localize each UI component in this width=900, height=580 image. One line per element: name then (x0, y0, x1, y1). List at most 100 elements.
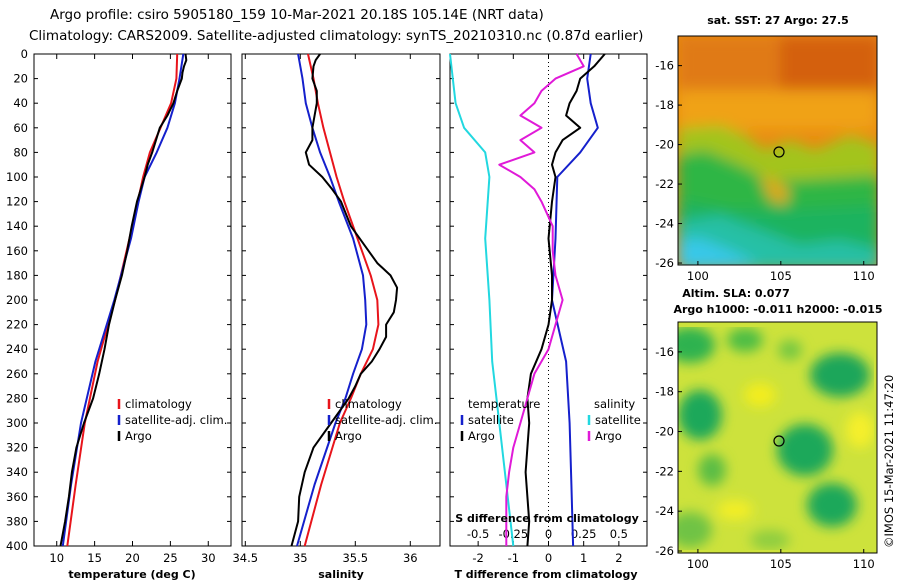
x-tick-label: 20 (125, 551, 140, 565)
salinity-panel: 34.5 35 35.5 36 climatology satellite-adj. cl… (232, 53, 440, 565)
depth-tick-label: 80 (13, 145, 28, 159)
legend-salinity-title: salinity (594, 397, 635, 411)
legend-temperature-title: temperature (468, 397, 540, 411)
map-y-tick-label: -18 (655, 98, 674, 112)
map-y-tick-label: -22 (655, 464, 674, 478)
series-line-argo (524, 53, 606, 547)
sst-map-frame (677, 35, 878, 266)
x-tick-label: 36 (403, 551, 418, 565)
sst-map-title: sat. SST: 27 Argo: 27.5 (707, 14, 849, 27)
figure-title-line1: Argo profile: csiro 5905180_159 10-Mar-2… (50, 7, 544, 23)
depth-tick-label: 320 (6, 441, 28, 455)
s-tick-label: 0.5 (610, 527, 628, 541)
depth-tick-label: 140 (6, 219, 28, 233)
x-tick-label: 30 (201, 551, 216, 565)
map-y-tick-label: -20 (655, 138, 674, 152)
depth-tick-label: 300 (6, 416, 28, 430)
depth-tick-label: 400 (6, 539, 28, 553)
map-x-tick-label: 105 (770, 269, 792, 283)
s-difference-label: S difference from climatology (455, 512, 639, 525)
series-line-argo (59, 53, 188, 547)
map-x-tick-label: 100 (687, 557, 709, 571)
x-tick-label: 0 (545, 551, 552, 565)
sla-argo-marker (773, 435, 785, 447)
x-tick-label: 35.5 (342, 551, 368, 565)
map-y-tick-label: -20 (655, 425, 674, 439)
x-tick-label: -1 (508, 551, 519, 565)
depth-tick-label: 0 (21, 47, 28, 61)
map-y-tick-label: -22 (655, 177, 674, 191)
legend-label: satellite (468, 413, 514, 427)
temperature-panel-frame (33, 53, 232, 547)
s-tick-label: 0 (545, 527, 552, 541)
depth-tick-label: 260 (6, 367, 28, 381)
map-x-tick-label: 100 (687, 269, 709, 283)
depth-tick-label: 220 (6, 318, 28, 332)
figure-title-line2: Climatology: CARS2009. Satellite-adjuste… (29, 28, 643, 44)
legend-label: satellite-adj. clim. (125, 413, 227, 427)
sla-map-image (678, 322, 877, 553)
series-line-salinity_satellite (449, 53, 515, 547)
x-tick-label: 25 (163, 551, 178, 565)
depth-tick-label: 20 (13, 72, 28, 86)
depth-tick-label: 40 (13, 96, 28, 110)
depth-tick-label: 380 (6, 514, 28, 528)
sla-map-axes: -16 -18 -20 -22 -24 -26 100 105 110 (655, 345, 875, 571)
x-tick-label: 1 (580, 551, 587, 565)
sst-map-axes: -16 -18 -20 -22 -24 -26 100 105 110 (655, 59, 875, 283)
sla-map-title: Altim. SLA: 0.077 (682, 287, 789, 300)
x-tick-label: -2 (472, 551, 483, 565)
depth-tick-label: 100 (6, 170, 28, 184)
series-line-climatology (303, 53, 380, 547)
map-y-tick-label: -24 (655, 217, 674, 231)
map-y-tick-label: -24 (655, 504, 674, 518)
map-x-tick-label: 110 (853, 269, 875, 283)
depth-tick-label: 240 (6, 342, 28, 356)
legend-label: Argo (335, 429, 362, 443)
legend-label: satellite (595, 413, 641, 427)
x-tick-label: 15 (87, 551, 102, 565)
series-line-satellite (61, 53, 185, 547)
depth-tick-label: 180 (6, 268, 28, 282)
difference-xlabel: T difference from climatology (454, 568, 637, 580)
legend-label: Argo (125, 429, 152, 443)
legend-label: Argo (468, 429, 495, 443)
legend-label: climatology (125, 397, 192, 411)
legend-label: satellite-adj. clim. (335, 413, 437, 427)
sla-map-subtitle: Argo h1000: -0.011 h2000: -0.015 (673, 303, 882, 316)
salinity-panel-frame (241, 53, 441, 547)
series-line-argo (290, 53, 399, 547)
depth-tick-label: 160 (6, 244, 28, 258)
depth-tick-label: 200 (6, 293, 28, 307)
temperature-xlabel: temperature (deg C) (68, 568, 195, 580)
map-y-tick-label: -16 (655, 59, 674, 73)
map-x-tick-label: 105 (770, 557, 792, 571)
s-tick-label: 0.25 (571, 527, 597, 541)
s-tick-label: -0.5 (467, 527, 489, 541)
map-y-tick-label: -16 (655, 345, 674, 359)
map-y-tick-label: -26 (655, 256, 674, 270)
salinity-xlabel: salinity (318, 568, 364, 580)
imos-stamp: ©IMOS 15-Mar-2021 11:47:20 (882, 375, 896, 548)
x-tick-label: 2 (615, 551, 622, 565)
depth-tick-label: 120 (6, 195, 28, 209)
map-y-tick-label: -18 (655, 385, 674, 399)
depth-tick-label: 340 (6, 465, 28, 479)
sla-map-frame (677, 321, 878, 554)
difference-panel-frame (449, 53, 648, 547)
series-line-satellite (551, 53, 599, 547)
series-line-satellite (296, 53, 368, 547)
depth-tick-label: 280 (6, 391, 28, 405)
x-tick-label: 35 (293, 551, 308, 565)
depth-tick-label: 60 (13, 121, 28, 135)
legend-label: Argo (595, 429, 622, 443)
x-tick-label: 10 (49, 551, 64, 565)
legend-label: climatology (335, 397, 402, 411)
depth-tick-label: 360 (6, 490, 28, 504)
x-tick-label: 34.5 (232, 551, 258, 565)
depth-axis: 0 20 40 60 80 100 120 140 160 180 200 220 240 260 280 3… (6, 47, 28, 553)
series-line-salinity_argo (498, 53, 585, 546)
sst-argo-marker (773, 146, 785, 158)
sst-map-image (678, 36, 877, 265)
